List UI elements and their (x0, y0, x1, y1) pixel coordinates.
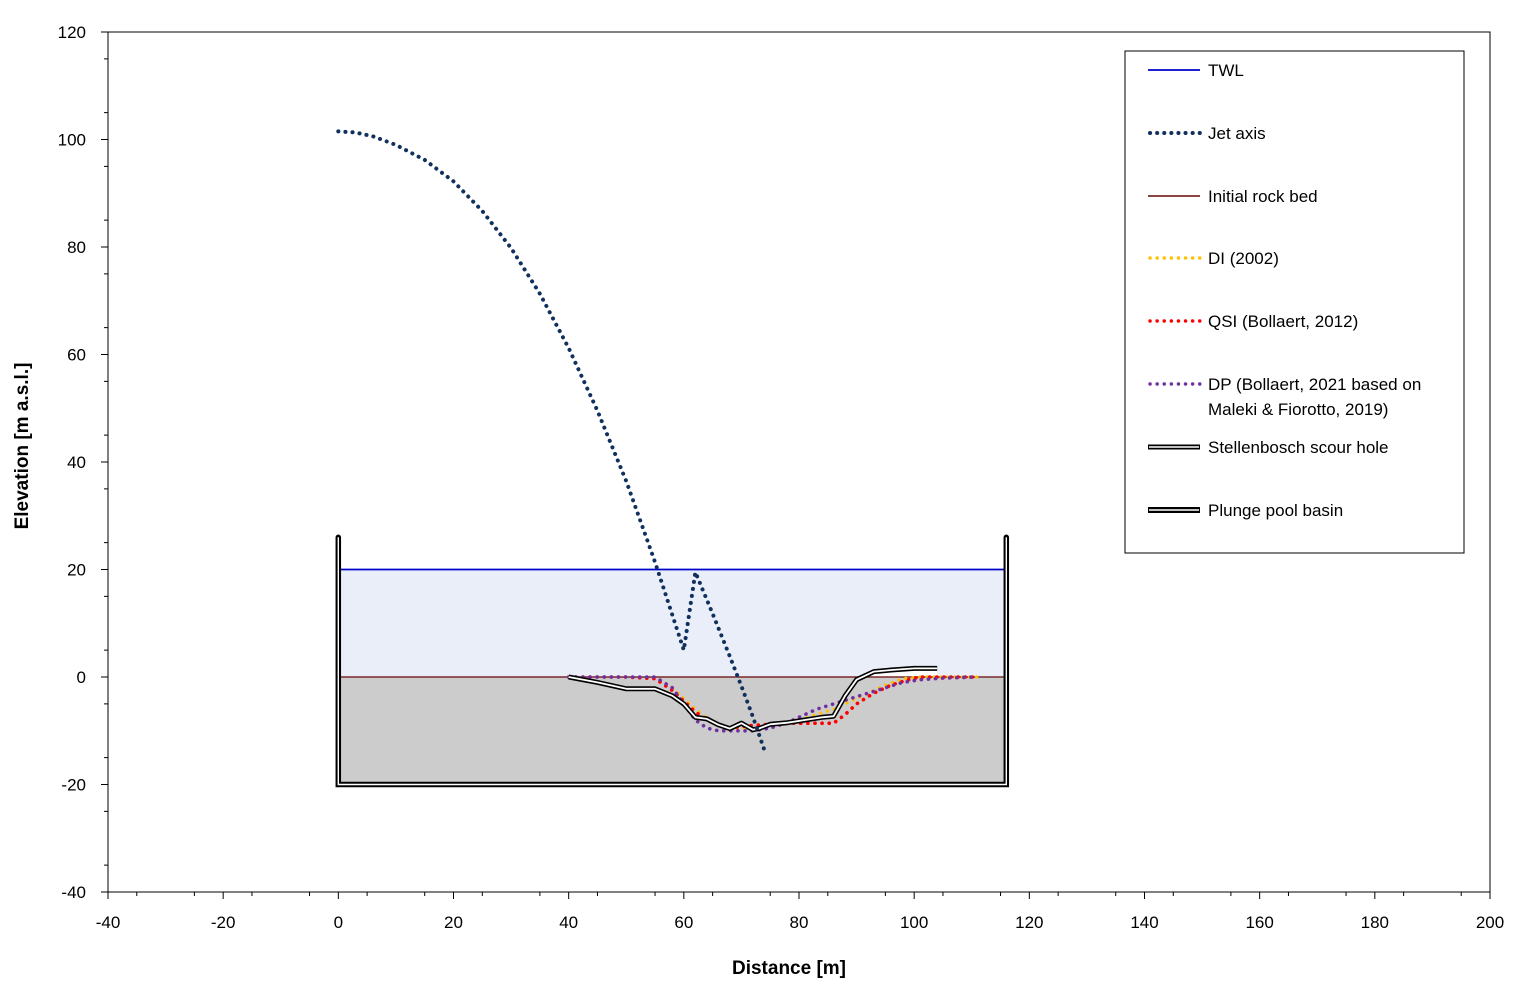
x-tick-label: 100 (900, 913, 928, 932)
x-tick-label: 180 (1361, 913, 1389, 932)
x-tick-label: -20 (211, 913, 236, 932)
legend-label-qsi: QSI (Bollaert, 2012) (1208, 312, 1358, 331)
x-tick-label: 40 (559, 913, 578, 932)
legend-label-dp-line2: Maleki & Fiorotto, 2019) (1208, 400, 1388, 419)
legend-label-twl: TWL (1208, 61, 1244, 80)
plot-series (335, 129, 1010, 788)
x-tick-label: 200 (1476, 913, 1504, 932)
x-tick-label: 0 (334, 913, 343, 932)
x-tick-label: 160 (1245, 913, 1273, 932)
legend-label-basin: Plunge pool basin (1208, 501, 1343, 520)
y-tick-label: 20 (67, 561, 86, 580)
legend-label-dp: DP (Bollaert, 2021 based on (1208, 375, 1421, 394)
x-axis: -40 -20 0 20 40 60 80 100 120 140 160 180 200 (96, 892, 1504, 932)
legend-label-jet: Jet axis (1208, 124, 1266, 143)
y-tick-label: 40 (67, 453, 86, 472)
y-tick-label: 100 (58, 131, 86, 150)
y-tick-label: -40 (61, 883, 86, 902)
y-tick-label: 120 (58, 23, 86, 42)
x-tick-label: 20 (444, 913, 463, 932)
series-basin (337, 537, 1007, 786)
series-jet (336, 129, 767, 753)
x-tick-label: 60 (674, 913, 693, 932)
series-qsi (566, 675, 980, 730)
y-tick-label: 80 (67, 238, 86, 257)
legend-label-rock: Initial rock bed (1208, 187, 1318, 206)
plot-regions (338, 569, 1007, 785)
x-axis-title: Distance [m] (732, 958, 846, 979)
x-tick-label: 120 (1015, 913, 1043, 932)
legend: TWL Jet axis Initial rock bed DI (2002) QSI … (1124, 50, 1465, 554)
y-tick-label: 60 (67, 346, 86, 365)
legend-frame (1124, 50, 1465, 554)
water-region (338, 569, 1007, 677)
legend-label-scour: Stellenbosch scour hole (1208, 438, 1389, 457)
y-tick-label: -20 (61, 776, 86, 795)
legend-label-di: DI (2002) (1208, 249, 1279, 268)
x-tick-label: -40 (96, 913, 121, 932)
series-dp (566, 675, 980, 733)
x-tick-label: 80 (790, 913, 809, 932)
x-tick-label: 140 (1130, 913, 1158, 932)
y-tick-label: 0 (77, 668, 86, 687)
y-axis: -40 -20 0 20 40 60 80 100 120 (58, 23, 108, 902)
y-axis-title: Elevation [m a.s.l.] (12, 363, 33, 530)
